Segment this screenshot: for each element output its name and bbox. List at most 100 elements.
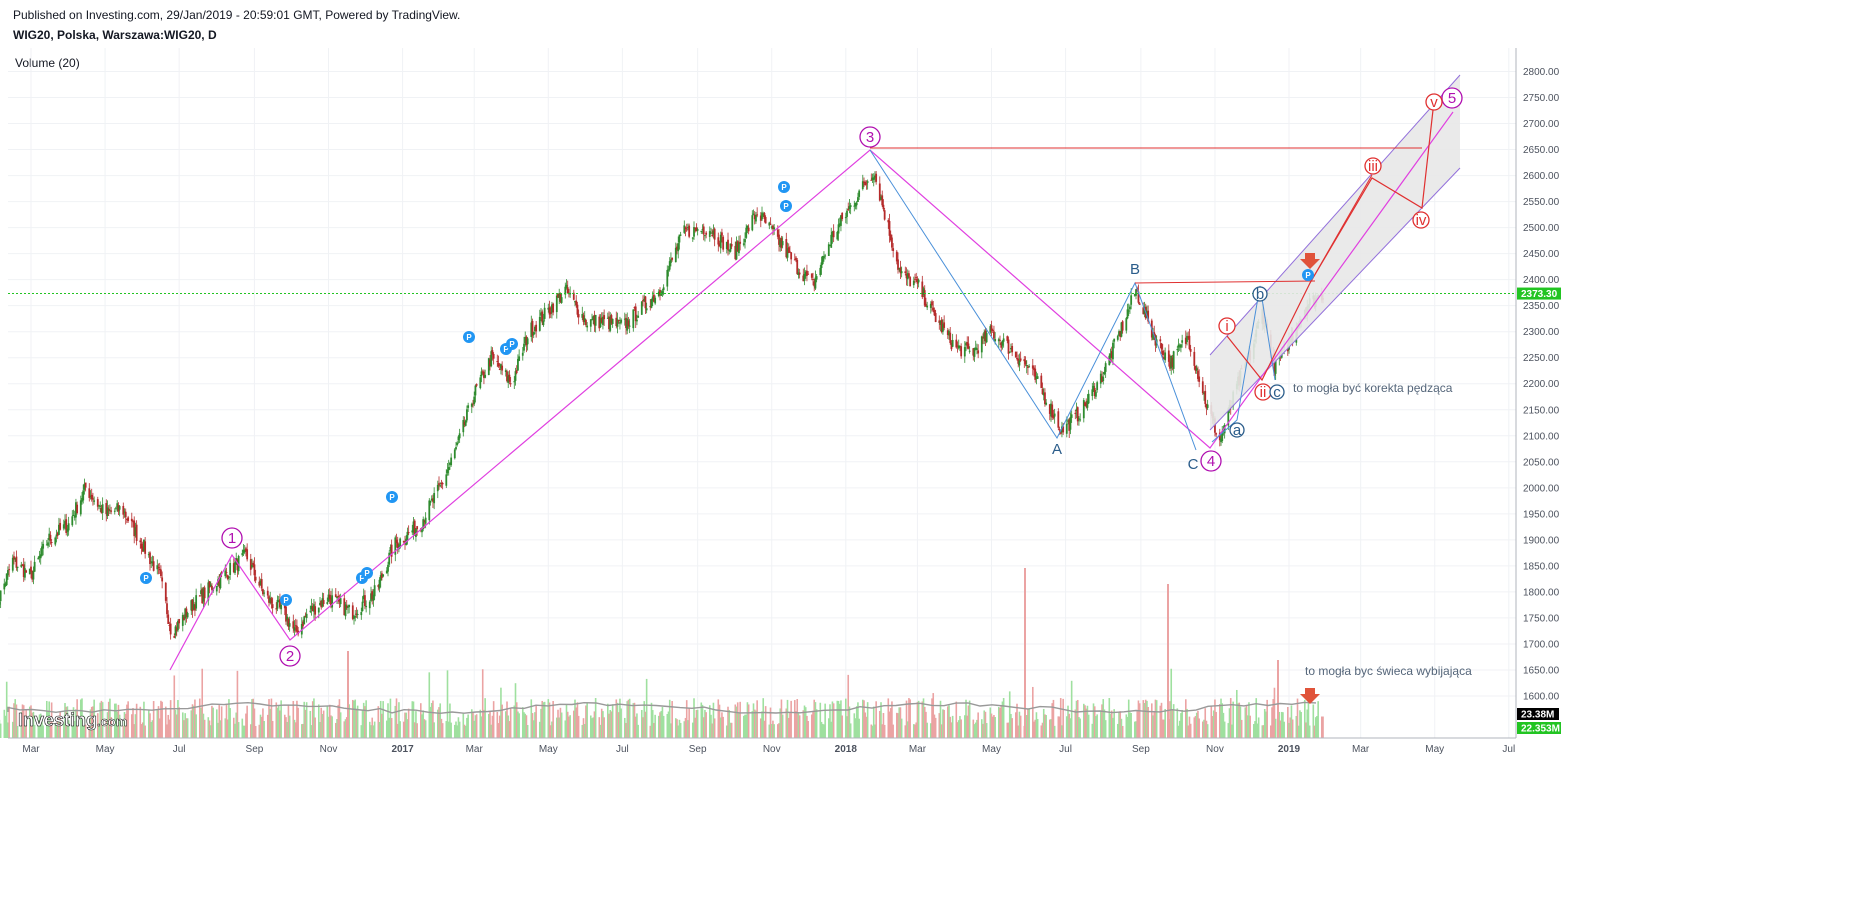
candle-body [1142,307,1145,315]
candle-body [761,212,763,220]
volume-bar [455,721,457,738]
candle-body [696,229,699,231]
time-tick-label: Jul [616,744,629,755]
volume-bar [269,708,272,738]
volume-bar [517,711,519,738]
volume-bar [695,710,698,738]
p-marker-icon [463,331,475,343]
candle-body [271,604,274,609]
volume-bar [633,702,636,738]
volume-bar [339,712,342,738]
time-tick-label: Sep [246,744,264,755]
volume-bar [946,706,949,738]
volume-bar [31,712,34,738]
candle-body [130,518,133,522]
candle-body [1181,340,1184,343]
candle-body [531,320,534,336]
volume-bar [66,706,69,738]
volume-bar [966,715,969,738]
candle-body [864,181,867,186]
volume-bar [1161,719,1164,738]
volume-bar [371,717,374,738]
volume-bar [1042,708,1045,738]
candle-body [48,533,51,541]
candle-body [1197,370,1199,379]
volume-bar [576,702,579,738]
volume-bar [259,714,262,738]
candle-body [1170,355,1173,369]
volume-bar [116,711,119,738]
candle-body [514,371,517,381]
candle-body [177,621,179,631]
volume-bar [790,700,792,738]
candle-body [5,573,8,585]
volume-bar [123,712,126,738]
candle-body [1137,291,1140,303]
volume-bar [956,722,959,738]
candle-body [661,291,664,294]
p-marker-label: P [781,183,787,192]
volume-bar [611,704,614,738]
candle-body [912,280,915,286]
candle-body [702,226,705,235]
volume-bar [1079,718,1081,738]
volume-bar [161,701,163,738]
candle-body [1061,426,1063,433]
candle-body [215,586,218,592]
price-tick-label: 1800.00 [1523,587,1560,598]
candle-body [1274,358,1277,374]
candle-body [666,269,669,287]
volume-bar [157,706,160,738]
candle-body [558,293,561,299]
candle-body [611,318,614,324]
candle-body [965,343,967,346]
volume-bar [994,717,996,738]
volume-bar [934,717,937,738]
volume-bar [1256,723,1259,738]
candle-body [1025,364,1028,367]
volume-bar [1126,716,1129,738]
price-tick-label: 2700.00 [1523,119,1560,130]
candle-body [878,183,881,201]
candle-body [474,385,477,396]
volume-bar [422,710,425,738]
candle-body [202,588,205,602]
candle-body [967,343,970,349]
volume-bar [847,674,850,738]
volume-bar [167,714,170,738]
volume-bar [914,724,916,738]
candle-body [1052,415,1055,418]
p-marker-icon [780,200,792,212]
volume-bar [473,720,476,738]
volume-bar [1031,686,1034,738]
candle-body [719,234,722,249]
candle-body [370,593,372,601]
volume-bar [891,701,893,738]
volume-bar [581,724,584,738]
volume-bar [1245,705,1248,738]
candle-body [1048,404,1051,414]
candle-body [314,606,317,615]
volume-bar [457,717,460,738]
volume-bar [246,705,248,738]
volume-bar [1308,725,1311,738]
volume-bar [838,703,841,738]
volume-bar [1101,704,1103,738]
volume-bar [1052,699,1055,738]
volume-bar [534,712,536,738]
candle-body [371,591,374,600]
candle-body [1087,393,1090,404]
candle-body [1018,360,1021,366]
volume-bar [235,712,238,738]
candle-body [806,270,808,276]
candle-body [653,294,655,302]
candle-body [226,575,229,580]
candle-body [865,183,868,185]
volume-bar [322,710,325,738]
volume-bar [218,705,221,738]
volume-bar [277,705,280,738]
volume-bar [92,706,94,738]
volume-bar [1019,715,1022,738]
